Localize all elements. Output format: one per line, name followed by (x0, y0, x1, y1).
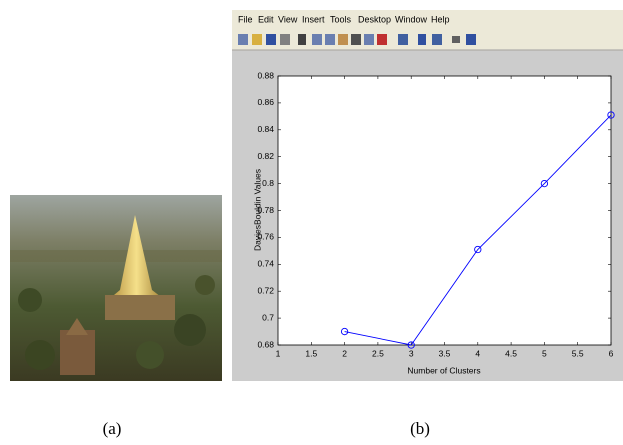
toolbar (238, 34, 476, 45)
y-tick-label: 0.8 (262, 178, 274, 188)
y-axis-label: DaviesBouldin Values (252, 169, 262, 251)
x-tick-label: 4.5 (505, 348, 517, 358)
menu-item: Tools (330, 14, 352, 24)
y-tick-label: 0.72 (257, 285, 274, 295)
x-tick-label: 6 (609, 348, 614, 358)
x-tick-label: 3 (409, 348, 414, 358)
menu-item: Insert (302, 14, 325, 24)
x-tick-label: 5.5 (572, 348, 584, 358)
x-axis-label: Number of Clusters (407, 365, 480, 375)
y-tick-label: 0.86 (257, 97, 274, 107)
caption: (a) (103, 419, 122, 438)
photo (10, 195, 222, 381)
menu-item: View (278, 14, 298, 24)
y-tick-label: 0.82 (257, 151, 274, 161)
page: File Edit View Insert Tools Desktop WindowHelp… (0, 0, 623, 445)
menu-item: File (238, 14, 253, 24)
y-tick-label: 0.74 (257, 259, 274, 269)
x-tick-label: 2 (342, 348, 347, 358)
x-tick-label: 2.5 (372, 348, 384, 358)
menu-item: Window (395, 14, 428, 24)
caption: (b) (410, 419, 430, 438)
y-tick-label: 0.84 (257, 124, 274, 134)
menu-item: Edit (258, 14, 274, 24)
axes (278, 76, 611, 345)
y-tick-label: 0.88 (257, 70, 274, 80)
x-tick-label: 4 (475, 348, 480, 358)
figure: File Edit View Insert Tools Desktop WindowHelp… (0, 0, 623, 445)
x-tick-label: 1 (276, 348, 281, 358)
y-tick-label: 0.7 (262, 312, 274, 322)
menu-item: Desktop (358, 14, 391, 24)
x-tick-label: 1.5 (305, 348, 317, 358)
menu-item: Help (431, 14, 450, 24)
x-tick-label: 5 (542, 348, 547, 358)
x-tick-label: 3.5 (439, 348, 451, 358)
y-tick-label: 0.68 (257, 339, 274, 349)
